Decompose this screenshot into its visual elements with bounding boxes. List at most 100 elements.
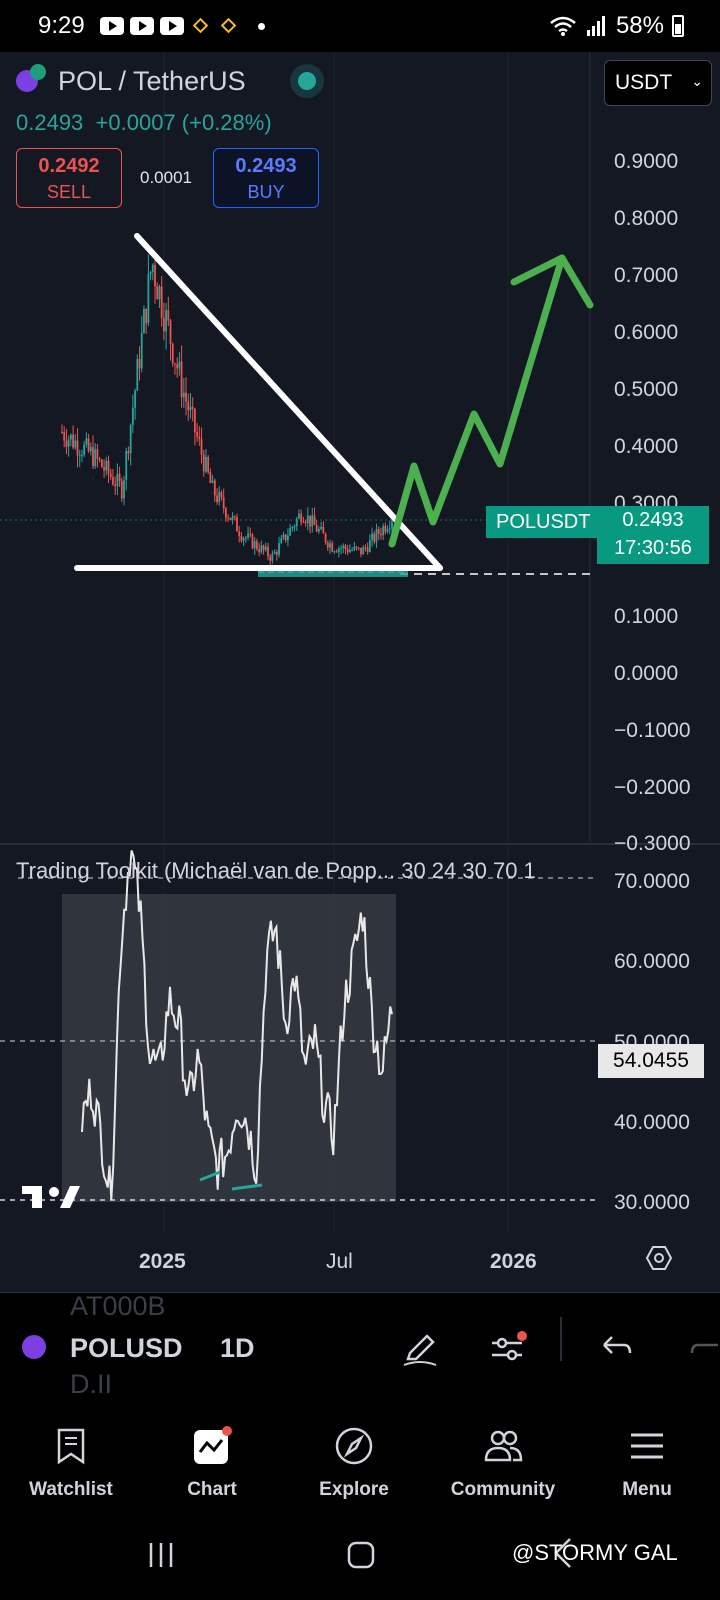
indicators-icon[interactable] — [488, 1329, 528, 1369]
status-right: 58% — [548, 12, 684, 40]
candle-body — [167, 310, 170, 321]
candle-body — [94, 449, 97, 467]
candle-body — [149, 271, 152, 274]
symbol-title[interactable]: POL / TetherUS — [58, 66, 246, 96]
candle-body — [174, 363, 176, 365]
indicator-title[interactable]: Trading Toolkit (Michaël van de Popp... … — [16, 858, 536, 883]
recent-apps-icon[interactable] — [146, 1540, 176, 1570]
candle-body — [83, 444, 86, 456]
candle-body — [74, 440, 77, 448]
sell-price: 0.2492 — [38, 155, 100, 177]
descending-trendline — [134, 233, 443, 571]
candle-body — [236, 517, 238, 532]
candle-body — [244, 537, 247, 539]
candle-body — [377, 529, 380, 534]
watchlist-icon — [57, 1428, 85, 1465]
interval-selector[interactable]: 1D — [220, 1333, 255, 1363]
indicator-axis-label: 70.0000 — [614, 870, 690, 893]
candle-body — [388, 528, 391, 530]
candle-body — [273, 552, 276, 554]
candle-body — [143, 308, 145, 333]
candle-body — [100, 459, 103, 468]
bullish-projection-path — [388, 254, 566, 548]
candle-body — [220, 492, 223, 498]
candle-body — [300, 513, 303, 522]
sell-button[interactable]: 0.2492 SELL — [16, 148, 122, 208]
battery-percent: 58% — [615, 12, 664, 39]
candle-body — [209, 472, 212, 483]
indicator-axis-label: 40.0000 — [614, 1111, 690, 1134]
candle-body — [329, 543, 331, 548]
time-label-jul: Jul — [326, 1250, 353, 1273]
candle-body — [371, 533, 373, 540]
price-axis-label: −0.3000 — [614, 832, 691, 855]
candle-body — [213, 480, 216, 496]
candle-body — [386, 529, 389, 532]
chart-area[interactable]: POL / TetherUS 0.2493 +0.0007 (+0.28%) 0… — [0, 52, 720, 1292]
chevron-down-icon: ⌄ — [691, 73, 703, 89]
candle-body — [382, 526, 385, 536]
redo-icon[interactable] — [690, 1329, 720, 1369]
candle-body — [315, 524, 318, 532]
candle-body — [207, 457, 210, 473]
candle-body — [262, 545, 265, 550]
ghost-text: D.II — [70, 1369, 113, 1399]
candle-body — [346, 549, 349, 553]
candle-body — [324, 533, 327, 543]
chart-icon — [194, 1426, 232, 1464]
time-label-2026: 2026 — [490, 1250, 537, 1273]
indicator-axis-label: 30.0000 — [614, 1191, 690, 1214]
candle-body — [306, 515, 309, 524]
candle-body — [311, 515, 314, 527]
polygon-logo-icon — [22, 1335, 46, 1359]
home-icon[interactable] — [346, 1540, 376, 1570]
candle-body — [72, 434, 74, 448]
candle-body — [200, 439, 203, 455]
status-time: 9:29 — [38, 12, 85, 39]
candle-body — [96, 449, 99, 459]
youtube-icon — [130, 17, 154, 35]
chart-canvas[interactable] — [0, 52, 720, 1292]
indicator-current-value: 54.0455 — [598, 1044, 704, 1078]
candle-body — [127, 451, 130, 454]
candle-body — [380, 533, 382, 536]
candle-body — [227, 517, 230, 519]
currency-select[interactable]: USDT ⌄ — [604, 60, 712, 106]
candle-body — [291, 527, 294, 529]
buy-price: 0.2493 — [235, 155, 297, 177]
sell-label: SELL — [46, 182, 92, 202]
candle-body — [391, 521, 393, 529]
candle-body — [176, 364, 179, 369]
back-icon[interactable] — [550, 1536, 574, 1570]
nav-chart-label: Chart — [187, 1479, 237, 1500]
candle-body — [67, 439, 70, 447]
candle-body — [368, 539, 371, 552]
candle-body — [275, 552, 278, 555]
undo-icon[interactable] — [596, 1329, 636, 1369]
candle-body — [178, 361, 181, 369]
candle-body — [284, 534, 287, 541]
nav-explore-label: Explore — [319, 1479, 389, 1500]
candle-body — [320, 526, 323, 530]
symbol-price-tag: POLUSDT — [486, 506, 601, 538]
candle-body — [357, 547, 360, 549]
candle-body — [191, 406, 194, 409]
symbol-selector[interactable]: POLUSD — [70, 1333, 183, 1363]
candle-body — [333, 551, 336, 553]
candle-body — [151, 264, 154, 272]
watermark-text: @STORMY GAL — [512, 1540, 678, 1565]
price-axis-label: 0.0000 — [614, 662, 679, 685]
candle-body — [340, 548, 342, 550]
candle-body — [147, 273, 150, 324]
candle-body — [304, 522, 307, 524]
candle-body — [282, 534, 285, 539]
change-value: +0.0007 (+0.28%) — [95, 110, 272, 135]
chart-settings-icon[interactable] — [645, 1244, 673, 1272]
system-navigation — [0, 1522, 720, 1600]
candle-body — [222, 497, 225, 509]
buy-button[interactable]: 0.2493 BUY — [213, 148, 319, 208]
candle-body — [258, 548, 261, 553]
candle-body — [160, 286, 163, 319]
drawing-tools-icon[interactable] — [400, 1329, 440, 1369]
candle-body — [218, 492, 221, 502]
